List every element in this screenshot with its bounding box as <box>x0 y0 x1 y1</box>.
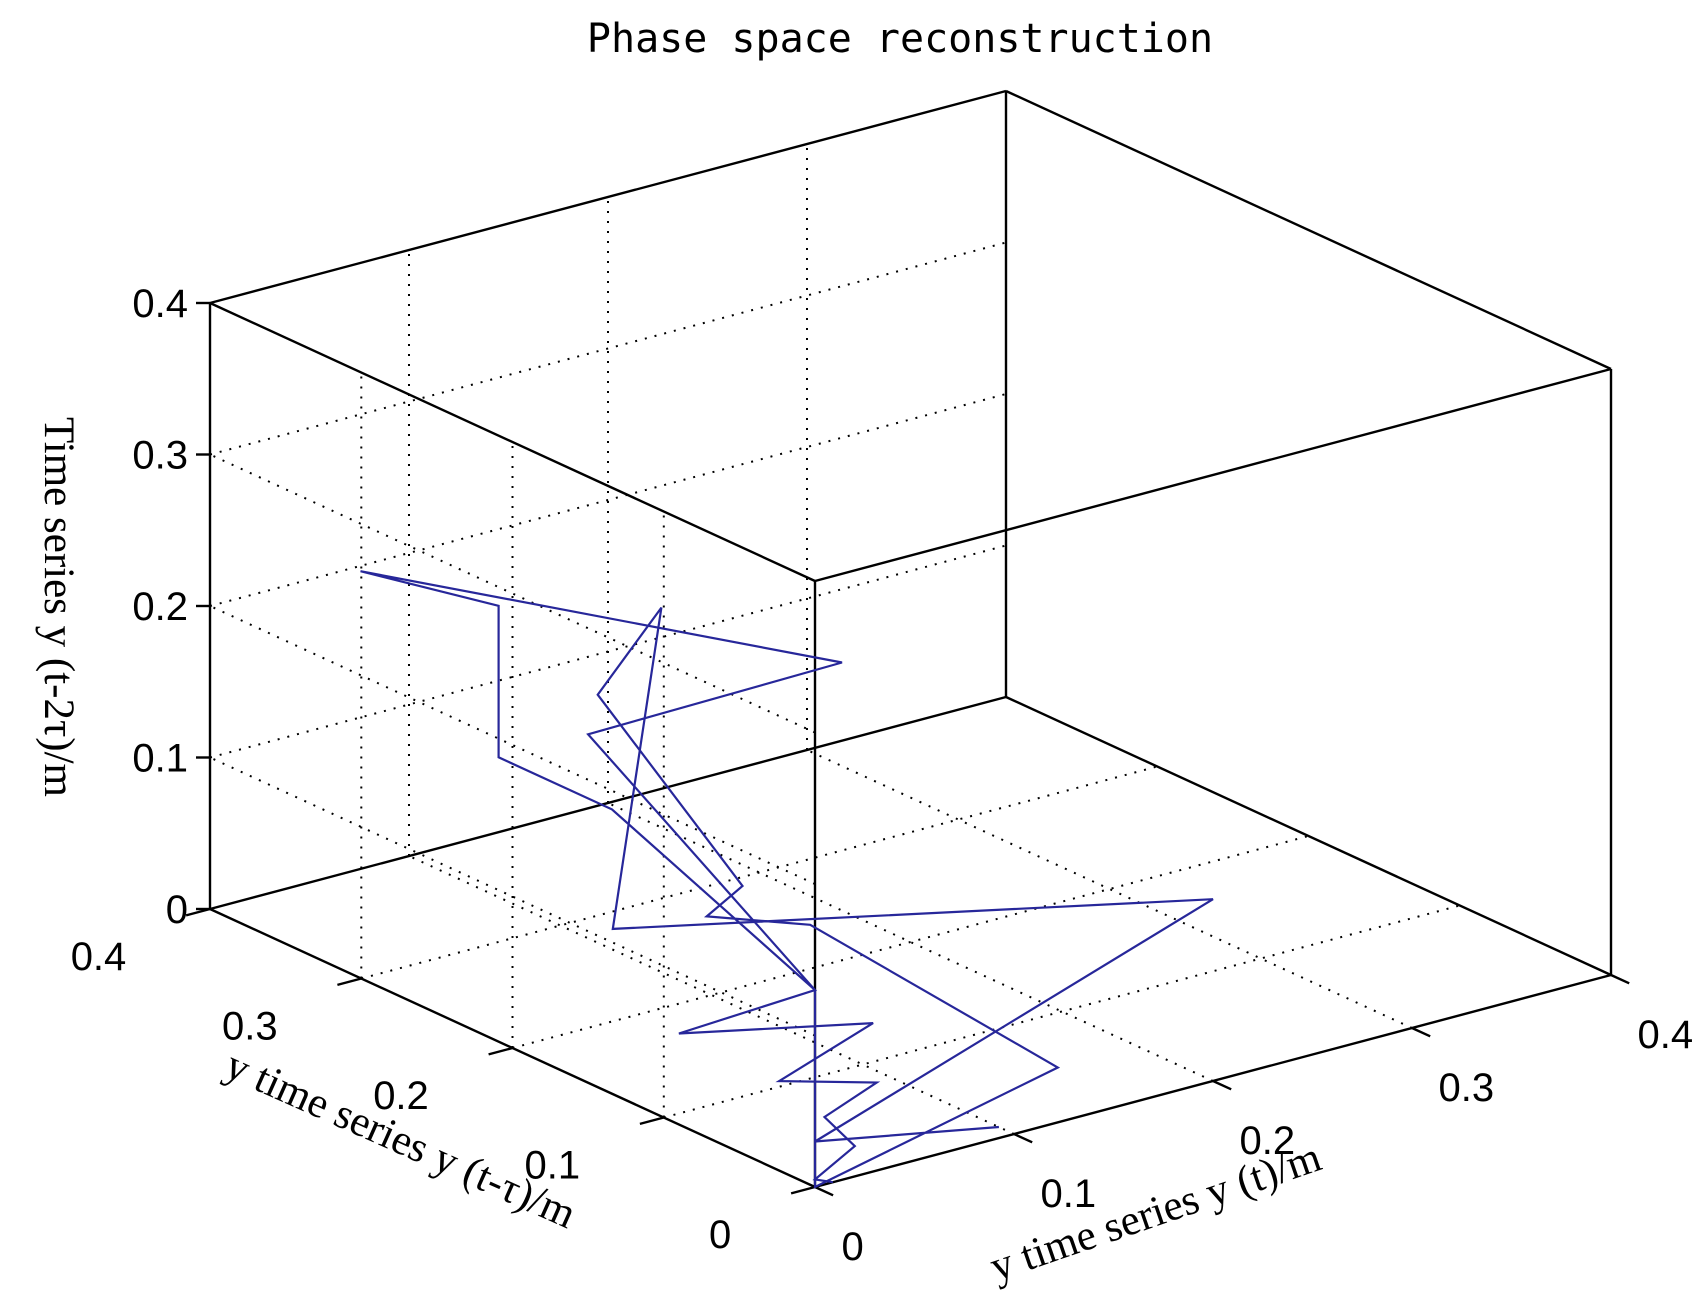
box-edge <box>1005 89 1612 371</box>
grid-line-z-leftwall <box>209 453 816 734</box>
box-edge <box>209 301 816 583</box>
y-tick-label: 0.2 <box>373 1074 429 1118</box>
grid-line-y-floor <box>361 765 1158 980</box>
grid-line-y-floor <box>663 904 1461 1119</box>
box-edge <box>1005 695 1612 977</box>
x-tick-label: 0.3 <box>1439 1066 1495 1110</box>
grid-line-y-floor <box>512 835 1309 1049</box>
z-tick-label: 0.3 <box>132 434 188 478</box>
z-tick-label: 0.4 <box>132 282 188 326</box>
x-tick-mark <box>1212 1079 1232 1091</box>
grid-line-z-backwall <box>209 241 1007 456</box>
z-tick-label: 0.1 <box>132 737 188 781</box>
grid-line-z-leftwall <box>209 605 816 885</box>
x-axis-label: y time series y (t)/m <box>984 1134 1327 1291</box>
tick-labels: 0 0.1 0.2 0.3 0.4 0 0.1 0.2 0.3 0.4 0 0.1 0.2 0.3 0.4 <box>71 282 1693 1269</box>
box-edge <box>209 695 1007 911</box>
x-tick-mark <box>814 1185 834 1197</box>
box-edge <box>814 367 1612 583</box>
chart-title: Phase space reconstruction <box>587 16 1213 62</box>
tick-marks <box>185 301 1630 1197</box>
grid-line-z-leftwall <box>209 756 816 1037</box>
y-tick-mark <box>639 1116 665 1126</box>
grid-line-z-backwall <box>209 544 1007 759</box>
x-tick-label: 0.4 <box>1638 1013 1694 1057</box>
x-tick-label: 0.2 <box>1240 1119 1296 1163</box>
grid-line-x-floor <box>408 855 1015 1135</box>
y-tick-label: 0.1 <box>524 1144 580 1188</box>
axes-box <box>208 89 1613 1189</box>
series-layer <box>360 570 1214 1189</box>
z-axis-label: Time series y (t-2τ)/m <box>35 417 82 797</box>
y-tick-mark <box>488 1046 513 1056</box>
box-edge <box>209 89 1007 305</box>
y-tick-label: 0.3 <box>222 1005 278 1049</box>
grid-line-z-backwall <box>209 393 1007 607</box>
y-tick-mark <box>790 1185 816 1195</box>
y-axis-label: y time series y (t-τ)/m <box>218 1041 582 1238</box>
x-tick-mark <box>1411 1026 1431 1038</box>
grid-line-x-floor <box>806 749 1413 1029</box>
y-tick-label: 0.4 <box>71 935 127 979</box>
x-tick-label: 0.1 <box>1041 1172 1097 1216</box>
z-tick-label: 0.2 <box>132 585 188 629</box>
gridlines <box>209 144 1461 1135</box>
x-tick-mark <box>1013 1132 1033 1144</box>
y-tick-label: 0 <box>709 1213 731 1257</box>
phase-trajectory-line <box>360 570 1214 1189</box>
grid-line-x-floor <box>607 802 1214 1082</box>
y-tick-mark <box>337 977 362 987</box>
x-tick-label: 0 <box>842 1225 864 1269</box>
z-tick-label: 0 <box>166 888 188 932</box>
x-tick-mark <box>1610 973 1630 985</box>
